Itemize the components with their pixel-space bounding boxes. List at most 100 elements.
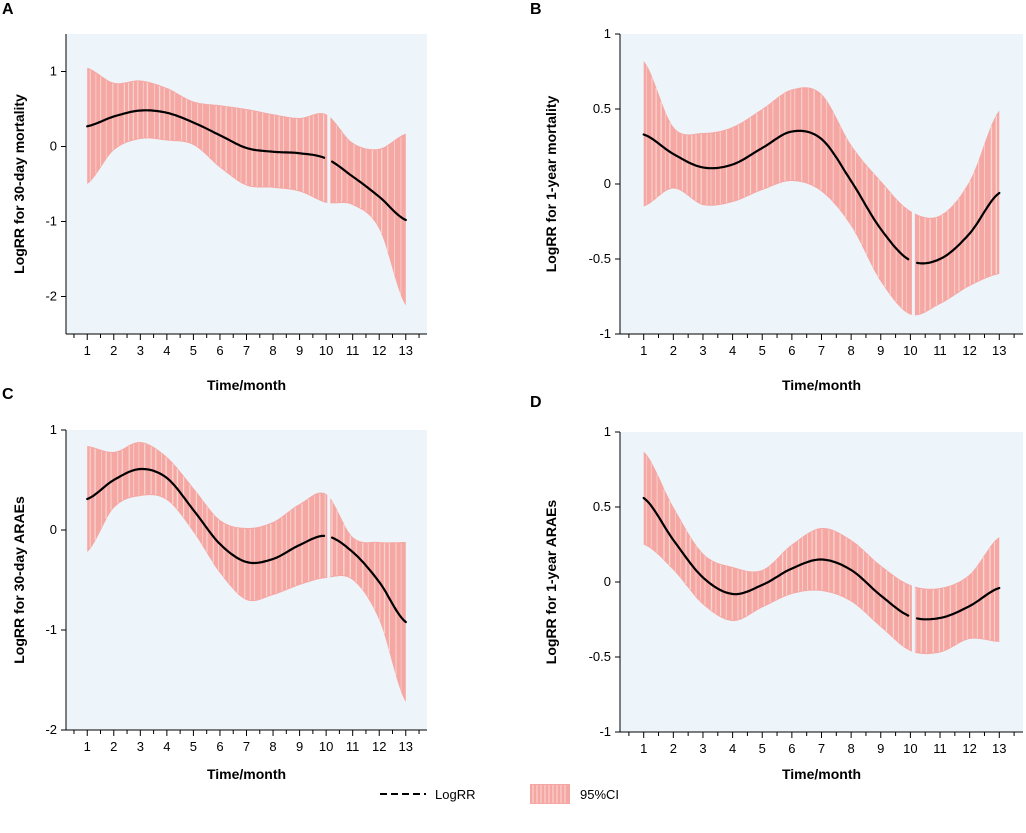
x-tick-label: 9 (877, 741, 884, 756)
y-axis-title: LogRR for 30-day ARAEs (11, 496, 27, 664)
legend-ci-label: 95%CI (580, 787, 619, 802)
panel-b: -1-0.500.511 2 3 4 5 6 7 8 9 10 11 12 13Time/monthLo… (530, 1, 1023, 393)
x-tick-label: 2 (110, 739, 117, 754)
x-tick-label: 4 (163, 343, 170, 358)
x-tick-label: 12 (372, 343, 386, 358)
ci-band-stripes (646, 66, 997, 315)
x-tick-label: 11 (346, 343, 360, 358)
y-axis-title: LogRR for 1-year ARAEs (543, 500, 559, 665)
y-tick-label: 1 (50, 422, 57, 437)
panel-letter: D (530, 394, 542, 411)
x-tick-label: 11 (933, 741, 947, 756)
x-tick-label: 2 (670, 741, 677, 756)
logrr-line-segment (916, 586, 1001, 621)
y-axis-title: LogRR for 1-year mortality (543, 95, 559, 272)
x-tick-label: 13 (399, 343, 413, 358)
y-tick-label: -1 (45, 622, 57, 637)
x-tick-label: 5 (759, 741, 766, 756)
x-tick-label: 3 (699, 343, 706, 358)
legend: LogRR 95%CI (380, 784, 619, 804)
y-tick-label: -0.5 (589, 649, 611, 664)
ci-band (87, 67, 406, 306)
y-tick-label: 1 (604, 424, 611, 439)
panel-letter: B (530, 1, 542, 18)
y-tick-label: 0 (604, 176, 611, 191)
x-tick-label: 7 (818, 343, 825, 358)
x-tick-label: 3 (137, 343, 144, 358)
y-tick-label: -1 (599, 724, 611, 739)
x-tick-label: 6 (788, 741, 795, 756)
logrr-line-segment (642, 129, 910, 261)
x-tick-label: 10 (903, 741, 917, 756)
x-tick-label: 2 (110, 343, 117, 358)
x-tick-label: 5 (759, 343, 766, 358)
x-tick-label: 9 (296, 343, 303, 358)
x-tick-label: 4 (163, 739, 170, 754)
y-tick-label: 1 (50, 64, 57, 79)
x-tick-label: 6 (788, 343, 795, 358)
legend-ci-swatch-stripes (532, 785, 566, 803)
y-tick-label: 0 (604, 574, 611, 589)
x-axis-title: Time/month (782, 377, 861, 393)
x-tick-label: 4 (729, 343, 736, 358)
y-tick-label: 0.5 (593, 499, 611, 514)
x-tick-label: 8 (848, 741, 855, 756)
y-tick-label: -1 (45, 214, 57, 229)
x-tick-label: 11 (933, 343, 947, 358)
ci-gap (911, 34, 915, 334)
x-axis-title: Time/month (782, 766, 861, 782)
x-tick-label: 6 (216, 343, 223, 358)
y-tick-label: 1 (604, 26, 611, 41)
logrr-line-segment (331, 160, 407, 222)
x-tick-label: 10 (319, 343, 333, 358)
x-tick-label: 7 (243, 739, 250, 754)
x-tick-label: 8 (848, 343, 855, 358)
x-tick-label: 12 (962, 343, 976, 358)
ci-band (87, 442, 406, 702)
x-tick-label: 12 (372, 739, 386, 754)
x-tick-label: 12 (962, 741, 976, 756)
x-tick-label: 1 (640, 741, 647, 756)
x-tick-label: 8 (269, 739, 276, 754)
x-tick-label: 13 (992, 343, 1006, 358)
x-tick-label: 5 (190, 343, 197, 358)
y-tick-label: -0.5 (589, 251, 611, 266)
x-tick-label: 10 (903, 343, 917, 358)
y-axis-title: LogRR for 30-day mortality (11, 94, 27, 274)
y-tick-label: 0 (50, 522, 57, 537)
logrr-line-segment (642, 496, 910, 617)
ci-gap (911, 432, 915, 732)
logrr-line-segment (86, 467, 326, 565)
x-axis-title: Time/month (207, 377, 286, 393)
x-tick-label: 7 (243, 343, 250, 358)
x-tick-label: 4 (729, 741, 736, 756)
x-tick-label: 13 (992, 741, 1006, 756)
x-tick-label: 6 (216, 739, 223, 754)
x-axis-title: Time/month (207, 766, 286, 782)
y-tick-label: 0 (50, 139, 57, 154)
x-tick-label: 2 (670, 343, 677, 358)
x-tick-label: 9 (296, 739, 303, 754)
x-tick-label: 1 (84, 739, 91, 754)
y-tick-label: 0.5 (593, 101, 611, 116)
x-tick-label: 1 (84, 343, 91, 358)
legend-logrr-label: LogRR (435, 787, 475, 802)
x-tick-label: 7 (818, 741, 825, 756)
x-tick-label: 5 (190, 739, 197, 754)
logrr-line-segment (86, 109, 326, 159)
ci-gap (327, 430, 331, 730)
x-tick-label: 3 (699, 741, 706, 756)
x-tick-label: 10 (319, 739, 333, 754)
x-tick-label: 11 (346, 739, 360, 754)
x-tick-label: 13 (399, 739, 413, 754)
x-tick-label: 8 (269, 343, 276, 358)
x-tick-label: 3 (137, 739, 144, 754)
y-tick-label: -2 (45, 722, 57, 737)
ci-gap (327, 34, 331, 334)
panel-d: -1-0.500.511 2 3 4 5 6 7 8 9 10 11 12 13Time/monthLo… (530, 394, 1023, 782)
y-tick-label: -1 (599, 326, 611, 341)
legend-ci-swatch (530, 784, 570, 804)
